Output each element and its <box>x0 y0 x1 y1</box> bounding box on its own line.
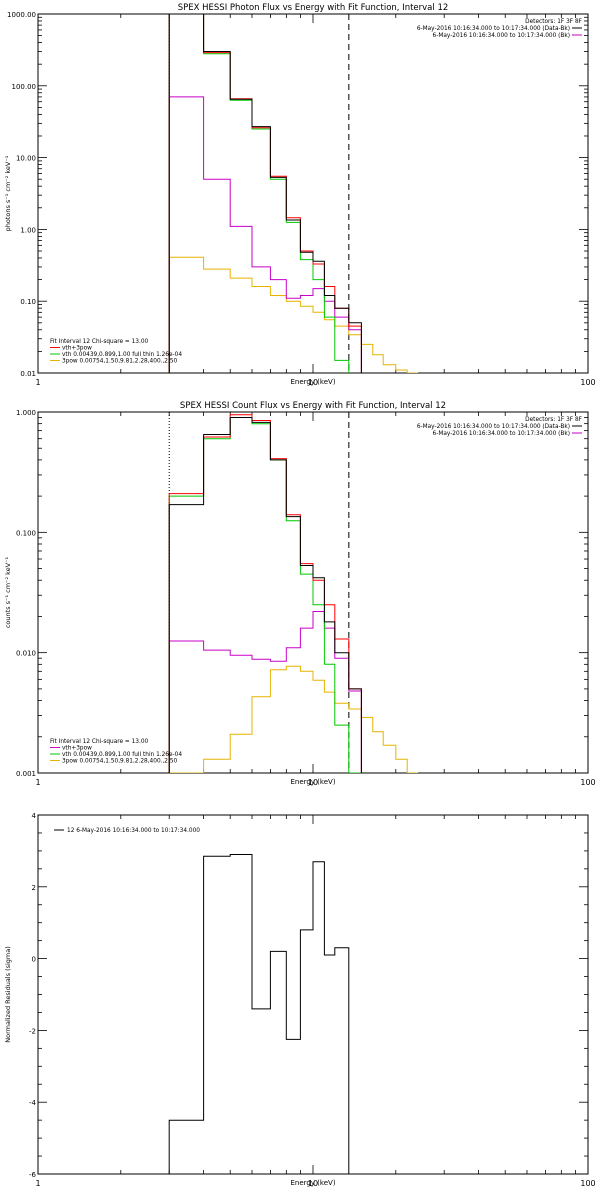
x-tick-label: 10 <box>308 1179 318 1188</box>
y-tick-label: 0.001 <box>16 770 36 778</box>
chart-panel-1: 1 10 100 0.01 0.10 1.00 10.00 100.00 1000.00 SPEX… <box>4 3 596 387</box>
series-black-step-line <box>168 417 362 773</box>
legend-bottom-entry: Fit Interval 12 Chi-square = 13.00 <box>50 339 149 345</box>
x-tick-label: 100 <box>580 778 595 787</box>
x-tick-label: 1 <box>35 778 40 787</box>
x-tick-label: 100 <box>580 1179 595 1188</box>
x-tick-label: 1 <box>35 378 40 387</box>
y-tick-label: -6 <box>29 1171 37 1179</box>
y-tick-label: 1000.00 <box>7 11 36 19</box>
x-tick-label: 10 <box>308 378 318 387</box>
x-tick-label: 100 <box>580 378 595 387</box>
series-red-step-line <box>168 14 362 373</box>
chart-title: SPEX HESSI Photon Flux vs Energy with Fi… <box>178 3 449 13</box>
series-green-step-line <box>168 417 362 773</box>
series-group <box>168 854 350 1174</box>
y-tick-label: 0.01 <box>20 370 36 378</box>
legend-top-entry: 6-May-2016 10:16:34.000 to 10:17:34.000 … <box>433 33 570 39</box>
y-axis-label: photons s⁻¹ cm⁻² keV⁻¹ <box>4 155 12 231</box>
y-axis-label: Normalized Residuals (sigma) <box>4 946 12 1043</box>
y-tick-label: 2 <box>32 884 36 892</box>
series-green-step-line <box>168 14 350 373</box>
y-tick-label: 0.10 <box>20 298 36 306</box>
x-tick-label: 1 <box>35 1179 40 1188</box>
legend-bottom-entry: 3pow 0.00754,1.50,9.81,2.28,400.,2.50 <box>62 359 178 365</box>
x-tick-label: 10 <box>308 778 318 787</box>
legend-bottom-entry: vth+3pow <box>62 746 92 752</box>
legend-bottom-entry: Fit Interval 12 Chi-square = 13.00 <box>50 739 149 745</box>
legend-bottom-entry: vth 0.00439,0.899,1.00 full thin 1.26e-0… <box>62 352 182 358</box>
legend-bottom-entry: 3pow 0.00754,1.50,9.81,2.28,400.,2.50 <box>62 759 178 765</box>
chart-panel-2: 1 10 100 0.001 0.010 0.100 1.000 SPEX HESSI Cou… <box>4 401 596 787</box>
y-tick-label: 0 <box>32 956 36 964</box>
chart-title: SPEX HESSI Count Flux vs Energy with Fit… <box>180 401 446 411</box>
series-red-step-line <box>168 414 362 773</box>
series-black-step-line <box>168 854 350 1174</box>
series-group <box>168 412 419 773</box>
y-tick-label: 1.00 <box>20 226 36 234</box>
x-axis-label: Energy (keV) <box>290 1179 335 1187</box>
series-magenta-step-line <box>168 96 362 373</box>
chart-panel-3: 1 10 100 -6 -4 -2 0 2 4 Energy (keV) Normalized Re… <box>4 812 596 1188</box>
y-tick-label: 0.010 <box>16 650 36 658</box>
legend-bottom-entry: vth 0.00439,0.899,1.00 full thin 1.26e-0… <box>62 752 182 758</box>
series-orange-step-line <box>168 256 419 373</box>
series-black-step-line <box>168 14 362 373</box>
y-tick-label: -4 <box>29 1099 37 1107</box>
y-tick-label: 100.00 <box>12 83 37 91</box>
x-axis-label: Energy (keV) <box>290 778 335 786</box>
legend-top-entry: Detectors: 1F 3F 8F <box>525 417 582 423</box>
legend-top-entry: 6-May-2016 10:16:34.000 to 10:17:34.000 … <box>417 26 570 32</box>
series-magenta-step-line <box>168 611 362 773</box>
series-orange-step-line <box>168 665 419 773</box>
legend-top-entry: Detectors: 1F 3F 8F <box>525 19 582 25</box>
legend-top-entry: 6-May-2016 10:16:34.000 to 10:17:34.000 … <box>433 431 570 437</box>
series-group <box>168 14 419 373</box>
legend-residuals-entry: 12 6-May-2016 10:16:34.000 to 10:17:34.0… <box>67 828 200 834</box>
plot-frame <box>37 13 589 374</box>
legend-bottom-entry: vth+3pow <box>62 346 92 352</box>
y-tick-label: 10.00 <box>16 155 36 163</box>
y-tick-label: 1.000 <box>16 409 36 417</box>
x-axis-label: Energy (keV) <box>290 378 335 386</box>
y-tick-label: 0.100 <box>16 529 36 537</box>
y-axis-label: counts s⁻¹ cm⁻² keV⁻¹ <box>4 556 12 628</box>
y-tick-label: 4 <box>32 812 37 820</box>
legend-top-entry: 6-May-2016 10:16:34.000 to 10:17:34.000 … <box>417 424 570 430</box>
y-tick-label: -2 <box>29 1027 36 1035</box>
